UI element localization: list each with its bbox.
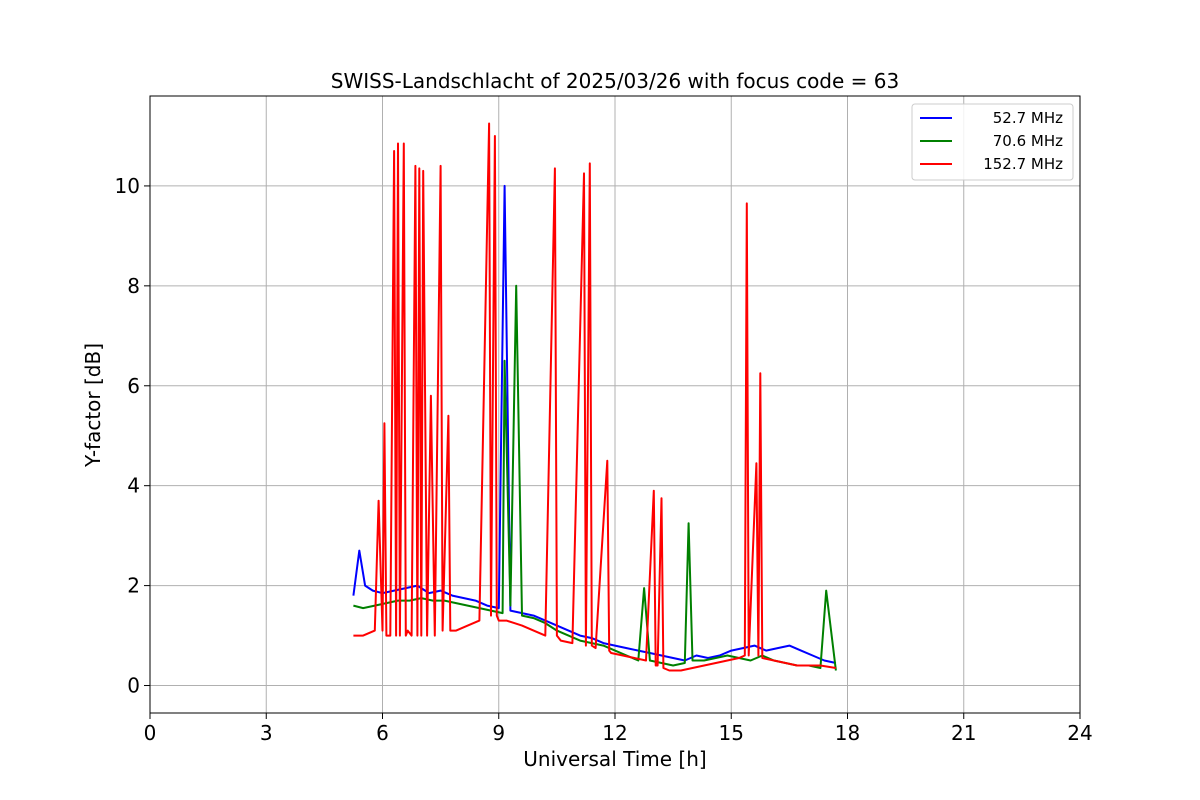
legend-label: 52.7 MHz <box>993 109 1063 127</box>
x-tick-label: 3 <box>260 721 273 745</box>
series-lines <box>352 122 837 672</box>
x-tick-label: 12 <box>602 721 627 745</box>
x-tick-label: 24 <box>1067 721 1092 745</box>
x-tick-label: 0 <box>144 721 157 745</box>
legend-label: 70.6 MHz <box>993 132 1063 150</box>
series-line-2 <box>353 122 837 672</box>
y-tick-label: 6 <box>127 374 140 398</box>
x-axis-label: Universal Time [h] <box>523 747 706 771</box>
y-tick-label: 4 <box>127 474 140 498</box>
legend-label: 152.7 MHz <box>983 155 1063 173</box>
y-axis-label: Y-factor [dB] <box>81 343 105 468</box>
y-tick-label: 10 <box>115 174 140 198</box>
y-tick-label: 8 <box>127 274 140 298</box>
x-tick-label: 18 <box>835 721 860 745</box>
x-tick-label: 15 <box>719 721 744 745</box>
y-tick-label: 0 <box>127 674 140 698</box>
x-tick-label: 6 <box>376 721 389 745</box>
chart-title: SWISS-Landschlacht of 2025/03/26 with fo… <box>331 69 899 93</box>
y-tick-label: 2 <box>127 574 140 598</box>
legend-box <box>911 103 1074 181</box>
x-tick-label: 21 <box>951 721 976 745</box>
legend: 52.7 MHz 70.6 MHz 152.7 MHz <box>911 103 1074 181</box>
x-tick-label: 9 <box>492 721 505 745</box>
